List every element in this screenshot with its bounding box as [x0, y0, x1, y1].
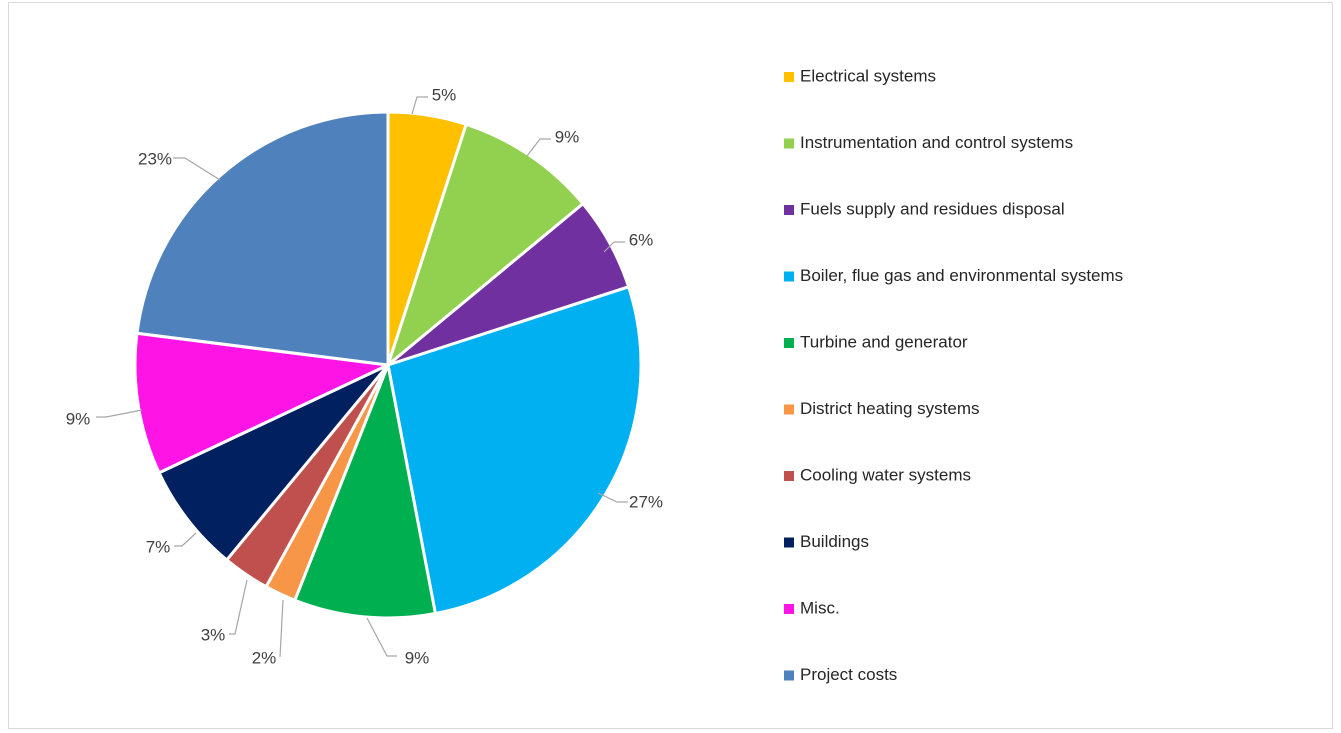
- leader-line-7: [229, 579, 248, 635]
- pie-slice-2: [386, 122, 585, 367]
- legend-label-10: Project costs: [800, 665, 897, 684]
- leader-line-10: [173, 157, 221, 181]
- legend: Electrical systems Instrumentation and co…: [784, 66, 1123, 684]
- leader-line-5: [366, 617, 397, 657]
- legend-label-3: Fuels supply and residues disposal: [800, 199, 1065, 218]
- legend-swatch-3: [784, 205, 794, 215]
- data-label-8: 7%: [146, 537, 171, 556]
- legend-label-5: Turbine and generator: [800, 332, 968, 351]
- leader-line-4: [597, 492, 628, 503]
- pie-slice-8: [157, 363, 390, 562]
- data-label-7: 3%: [201, 625, 226, 644]
- data-label-3: 6%: [629, 230, 654, 249]
- leader-lines: [96, 96, 628, 658]
- pie-slices: [133, 110, 643, 620]
- pie-slice-9: [133, 331, 390, 475]
- legend-label-7: Cooling water systems: [800, 465, 971, 484]
- legend-swatch-10: [784, 670, 794, 681]
- pie-slice-5: [293, 363, 437, 620]
- leader-line-1: [411, 96, 428, 115]
- pie-slice-10: [135, 110, 390, 367]
- legend-label-8: Buildings: [800, 532, 869, 551]
- data-label-5: 9%: [405, 648, 430, 667]
- legend-label-2: Instrumentation and control systems: [800, 133, 1073, 152]
- legend-swatch-5: [784, 338, 794, 348]
- leader-line-2: [526, 138, 551, 157]
- legend-swatch-1: [784, 72, 794, 82]
- legend-swatch-4: [784, 271, 794, 282]
- legend-label-6: District heating systems: [800, 399, 980, 418]
- data-label-6: 2%: [252, 648, 277, 667]
- legend-swatch-6: [784, 404, 794, 415]
- pie-slice-4: [386, 285, 643, 616]
- leader-line-8: [174, 532, 197, 547]
- legend-label-4: Boiler, flue gas and environmental syste…: [800, 266, 1123, 285]
- data-label-1: 5%: [432, 85, 457, 104]
- leader-line-9: [96, 409, 143, 418]
- data-label-2: 9%: [555, 127, 580, 146]
- data-label-10: 23%: [138, 149, 172, 168]
- legend-label-1: Electrical systems: [800, 66, 936, 85]
- data-labels: 5% 9% 6% 27% 9% 2% 3% 7% 9% 23%: [66, 85, 663, 667]
- legend-swatch-7: [784, 471, 794, 481]
- data-label-4: 27%: [629, 492, 663, 511]
- leader-line-3: [603, 241, 625, 253]
- legend-label-9: Misc.: [800, 598, 840, 617]
- data-label-9: 9%: [66, 409, 91, 428]
- legend-swatch-2: [784, 138, 794, 149]
- legend-swatch-9: [784, 604, 794, 614]
- leader-line-6: [279, 599, 284, 658]
- legend-swatch-8: [784, 537, 794, 548]
